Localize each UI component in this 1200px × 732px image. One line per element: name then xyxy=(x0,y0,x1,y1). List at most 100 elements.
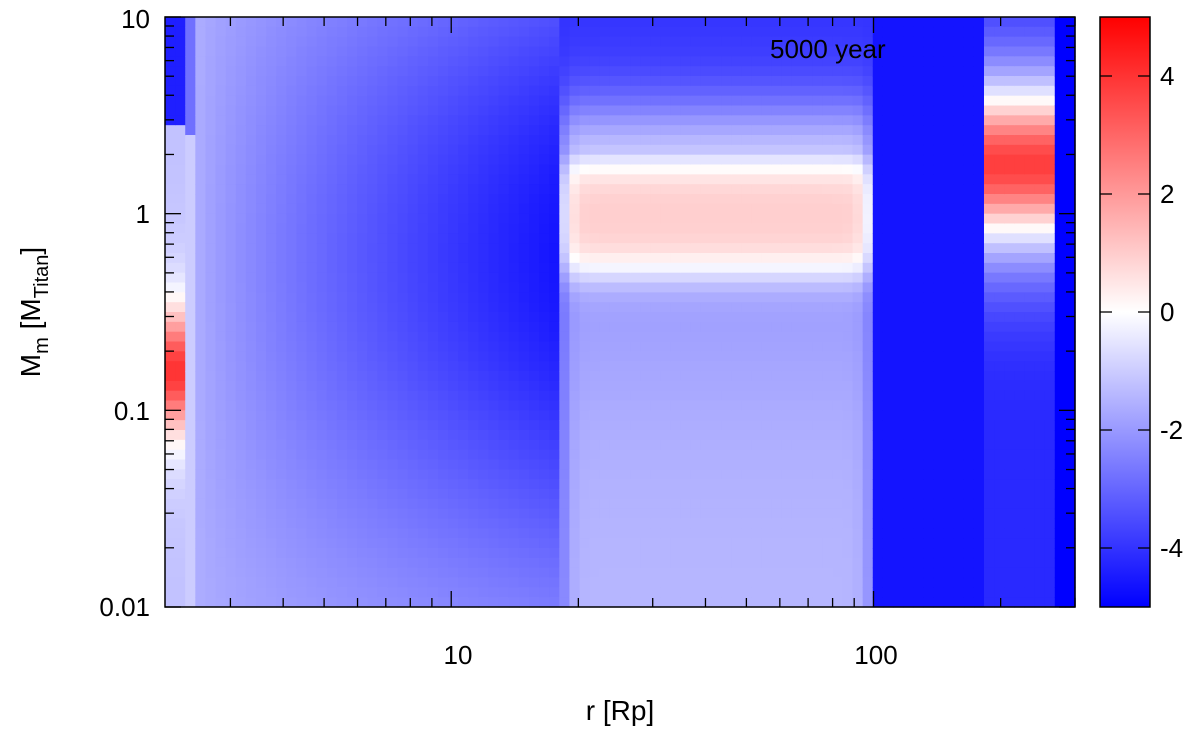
heatmap-cell xyxy=(994,85,1005,97)
heatmap-cell xyxy=(458,469,469,480)
heatmap-cell xyxy=(407,449,419,461)
heatmap-cell xyxy=(609,341,621,352)
heatmap-cell xyxy=(245,331,257,343)
heatmap-cell xyxy=(549,243,560,254)
heatmap-cell xyxy=(660,76,672,87)
heatmap-cell xyxy=(984,361,995,372)
heatmap-cell xyxy=(336,105,348,116)
heatmap-cell xyxy=(387,56,399,67)
heatmap-cell xyxy=(731,420,742,431)
heatmap-cell xyxy=(336,577,348,588)
heatmap-cell xyxy=(943,282,955,293)
heatmap-cell xyxy=(306,508,318,520)
heatmap-cell xyxy=(609,76,621,87)
heatmap-cell xyxy=(529,125,540,136)
heatmap-cell xyxy=(731,125,742,136)
heatmap-cell xyxy=(761,66,773,77)
heatmap-cell xyxy=(185,449,196,461)
heatmap-cell xyxy=(882,292,894,303)
heatmap-cell xyxy=(478,321,490,333)
heatmap-cell xyxy=(296,125,308,136)
heatmap-cell xyxy=(943,46,955,57)
heatmap-cell xyxy=(438,36,449,48)
heatmap-cell xyxy=(700,479,712,490)
heatmap-cell xyxy=(771,577,783,588)
heatmap-cell xyxy=(347,36,358,48)
heatmap-cell xyxy=(559,410,571,421)
heatmap-cell xyxy=(963,548,975,559)
heatmap-cell xyxy=(670,292,682,303)
heatmap-cell xyxy=(882,184,894,195)
heatmap-cell xyxy=(933,184,945,195)
heatmap-cell xyxy=(245,154,257,166)
heatmap-cell xyxy=(397,489,409,500)
heatmap-cell xyxy=(266,312,277,323)
heatmap-cell xyxy=(266,479,277,490)
heatmap-cell xyxy=(650,479,662,490)
heatmap-cell xyxy=(984,85,995,97)
heatmap-cell xyxy=(195,66,207,77)
heatmap-cell xyxy=(984,587,995,598)
heatmap-cell xyxy=(812,272,823,284)
heatmap-cell xyxy=(913,371,924,382)
heatmap-cell xyxy=(569,371,581,382)
heatmap-cell xyxy=(731,577,742,588)
heatmap-cell xyxy=(751,567,763,579)
heatmap-cell xyxy=(963,371,975,382)
heatmap-cell xyxy=(751,125,763,136)
heatmap-cell xyxy=(933,115,945,126)
heatmap-cell xyxy=(812,115,823,126)
heatmap-cell xyxy=(994,577,1005,588)
heatmap-cell xyxy=(680,223,692,234)
heatmap-cell xyxy=(913,538,924,549)
heatmap-cell xyxy=(468,312,480,323)
heatmap-cell xyxy=(296,56,308,67)
heatmap-cell xyxy=(458,380,469,392)
heatmap-cell xyxy=(478,115,490,126)
heatmap-cell xyxy=(417,184,429,195)
heatmap-cell xyxy=(620,26,631,38)
heatmap-cell xyxy=(923,567,935,579)
heatmap-cell xyxy=(620,164,631,175)
heatmap-cell xyxy=(387,459,399,470)
heatmap-cell xyxy=(549,164,560,175)
heatmap-cell xyxy=(852,577,864,588)
heatmap-cell xyxy=(559,321,571,333)
heatmap-cell xyxy=(690,341,702,352)
heatmap-cell xyxy=(458,36,469,48)
heatmap-cell xyxy=(963,410,975,421)
heatmap-cell xyxy=(812,194,823,205)
heatmap-cell xyxy=(812,243,823,254)
heatmap-cell xyxy=(882,272,894,284)
heatmap-cell xyxy=(336,410,348,421)
heatmap-cell xyxy=(559,66,571,77)
heatmap-cell xyxy=(711,430,722,441)
heatmap-cell xyxy=(650,410,662,421)
heatmap-cell xyxy=(680,341,692,352)
heatmap-cell xyxy=(984,95,995,107)
heatmap-cell xyxy=(862,164,874,175)
heatmap-cell xyxy=(165,56,176,67)
heatmap-cell xyxy=(185,341,196,352)
heatmap-cell xyxy=(751,321,763,333)
heatmap-cell xyxy=(893,36,904,48)
heatmap-cell xyxy=(165,577,176,588)
heatmap-cell xyxy=(963,557,975,569)
heatmap-cell xyxy=(913,469,924,480)
heatmap-cell xyxy=(175,341,186,352)
heatmap-cell xyxy=(852,243,864,254)
heatmap-cell xyxy=(852,361,864,372)
heatmap-cell xyxy=(620,115,631,126)
heatmap-cell xyxy=(872,597,884,608)
heatmap-cell xyxy=(589,400,601,411)
heatmap-cell xyxy=(630,597,641,608)
heatmap-cell xyxy=(256,46,267,57)
heatmap-cell xyxy=(316,567,328,579)
heatmap-cell xyxy=(256,174,267,185)
heatmap-cell xyxy=(903,194,914,205)
heatmap-cell xyxy=(266,420,277,431)
heatmap-cell xyxy=(852,56,864,67)
heatmap-cell xyxy=(630,400,641,411)
heatmap-cell xyxy=(680,351,692,362)
heatmap-cell xyxy=(559,557,571,569)
